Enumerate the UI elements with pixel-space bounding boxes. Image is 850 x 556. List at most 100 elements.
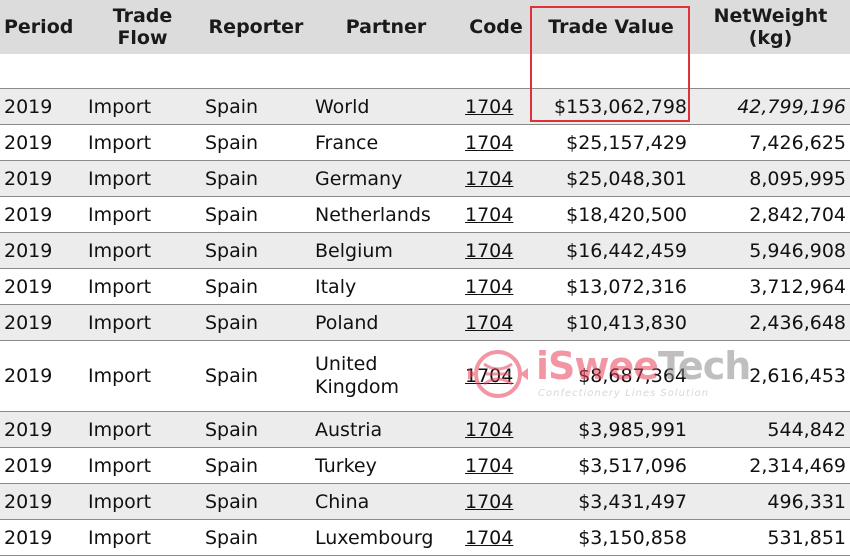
cell-trade-value: $3,431,497: [531, 483, 691, 520]
cell-reporter: Spain: [201, 88, 311, 125]
cell-net-weight: 2,436,648: [691, 304, 850, 341]
cell-code: 1704: [461, 124, 531, 161]
cell-trade-value: $18,420,500: [531, 196, 691, 233]
table-row: 2019 Import Spain World 1704 $153,062,798 42,7…: [0, 88, 850, 125]
cell-net-weight: 2,842,704: [691, 196, 850, 233]
cell-reporter: Spain: [201, 268, 311, 305]
cell-code: 1704: [461, 88, 531, 125]
table-row: 2019 Import Spain Luxembourg 1704 $3,150,858 5…: [0, 519, 850, 556]
cell-reporter: Spain: [201, 411, 311, 448]
cell-net-weight: 544,842: [691, 411, 850, 448]
cell-period: 2019: [0, 88, 84, 125]
cell-net-weight: 531,851: [691, 519, 850, 556]
table-row: 2019 Import Spain France 1704 $25,157,429 7,42…: [0, 124, 850, 161]
cell-trade-flow: Import: [84, 340, 201, 412]
cell-code: 1704: [461, 160, 531, 197]
cell-partner: Belgium: [311, 232, 461, 269]
commodity-code-link[interactable]: 1704: [465, 95, 514, 118]
commodity-code-link[interactable]: 1704: [465, 490, 514, 513]
cell-partner: Germany: [311, 160, 461, 197]
cell-trade-value: $8,687,364: [531, 340, 691, 412]
commodity-code-link[interactable]: 1704: [465, 526, 514, 549]
cell-trade-flow: Import: [84, 304, 201, 341]
cell-reporter: Spain: [201, 124, 311, 161]
cell-reporter: Spain: [201, 196, 311, 233]
cell-code: 1704: [461, 340, 531, 412]
cell-reporter: Spain: [201, 160, 311, 197]
table-row: 2019 Import Spain China 1704 $3,431,497 496,33…: [0, 483, 850, 520]
cell-net-weight: 3,712,964: [691, 268, 850, 305]
cell-net-weight: 5,946,908: [691, 232, 850, 269]
table-row: 2019 Import Spain Netherlands 1704 $18,420,50…: [0, 196, 850, 233]
cell-partner: Austria: [311, 411, 461, 448]
cell-net-weight: 7,426,625: [691, 124, 850, 161]
cell-trade-value: $25,048,301: [531, 160, 691, 197]
cell-net-weight: 42,799,196: [691, 88, 850, 125]
cell-trade-value: $10,413,830: [531, 304, 691, 341]
cell-period: 2019: [0, 160, 84, 197]
commodity-code-link[interactable]: 1704: [465, 167, 514, 190]
commodity-code-link[interactable]: 1704: [465, 454, 514, 477]
cell-reporter: Spain: [201, 519, 311, 556]
cell-trade-flow: Import: [84, 160, 201, 197]
cell-partner: Luxembourg: [311, 519, 461, 556]
cell-period: 2019: [0, 483, 84, 520]
header-partner[interactable]: Partner: [311, 0, 461, 54]
cell-partner: Netherlands: [311, 196, 461, 233]
table-row: 2019 Import Spain Belgium 1704 $16,442,459 5,9…: [0, 232, 850, 269]
header-trade-flow[interactable]: Trade Flow: [84, 0, 201, 54]
header-row: Period Trade Flow Reporter Partner Code …: [0, 0, 850, 54]
cell-partner: Turkey: [311, 447, 461, 484]
table-row: 2019 Import Spain Turkey 1704 $3,517,096 2,314…: [0, 447, 850, 484]
cell-reporter: Spain: [201, 232, 311, 269]
commodity-code-link[interactable]: 1704: [465, 275, 514, 298]
cell-code: 1704: [461, 232, 531, 269]
header-net-weight[interactable]: NetWeight (kg): [691, 0, 850, 54]
cell-period: 2019: [0, 340, 84, 412]
cell-partner: China: [311, 483, 461, 520]
commodity-code-link[interactable]: 1704: [465, 418, 514, 441]
cell-reporter: Spain: [201, 304, 311, 341]
cell-partner: United Kingdom: [311, 340, 461, 412]
cell-net-weight: 2,314,469: [691, 447, 850, 484]
cell-trade-value: $25,157,429: [531, 124, 691, 161]
cell-code: 1704: [461, 304, 531, 341]
commodity-code-link[interactable]: 1704: [465, 311, 514, 334]
cell-code: 1704: [461, 196, 531, 233]
header-code[interactable]: Code: [461, 0, 531, 54]
cell-partner: Italy: [311, 268, 461, 305]
cell-period: 2019: [0, 196, 84, 233]
cell-period: 2019: [0, 411, 84, 448]
cell-period: 2019: [0, 124, 84, 161]
cell-trade-flow: Import: [84, 196, 201, 233]
cell-period: 2019: [0, 519, 84, 556]
filter-spacer-row: [0, 54, 850, 89]
header-period[interactable]: Period: [0, 0, 84, 54]
cell-period: 2019: [0, 268, 84, 305]
cell-partner: France: [311, 124, 461, 161]
header-reporter[interactable]: Reporter: [201, 0, 311, 54]
commodity-code-link[interactable]: 1704: [465, 131, 514, 154]
cell-trade-flow: Import: [84, 232, 201, 269]
cell-partner: Poland: [311, 304, 461, 341]
cell-net-weight: 496,331: [691, 483, 850, 520]
cell-trade-value: $3,985,991: [531, 411, 691, 448]
commodity-code-link[interactable]: 1704: [465, 365, 514, 387]
cell-code: 1704: [461, 447, 531, 484]
table-row: 2019 Import Spain United Kingdom 1704 $8,687,…: [0, 340, 850, 412]
commodity-code-link[interactable]: 1704: [465, 203, 514, 226]
cell-trade-value: $153,062,798: [531, 88, 691, 125]
table-row: 2019 Import Spain Germany 1704 $25,048,301 8,0…: [0, 160, 850, 197]
header-trade-value[interactable]: Trade Value: [531, 0, 691, 54]
cell-period: 2019: [0, 304, 84, 341]
cell-reporter: Spain: [201, 340, 311, 412]
cell-reporter: Spain: [201, 447, 311, 484]
commodity-code-link[interactable]: 1704: [465, 239, 514, 262]
cell-code: 1704: [461, 519, 531, 556]
cell-trade-flow: Import: [84, 519, 201, 556]
cell-trade-flow: Import: [84, 447, 201, 484]
cell-net-weight: 8,095,995: [691, 160, 850, 197]
cell-partner: World: [311, 88, 461, 125]
cell-trade-value: $13,072,316: [531, 268, 691, 305]
